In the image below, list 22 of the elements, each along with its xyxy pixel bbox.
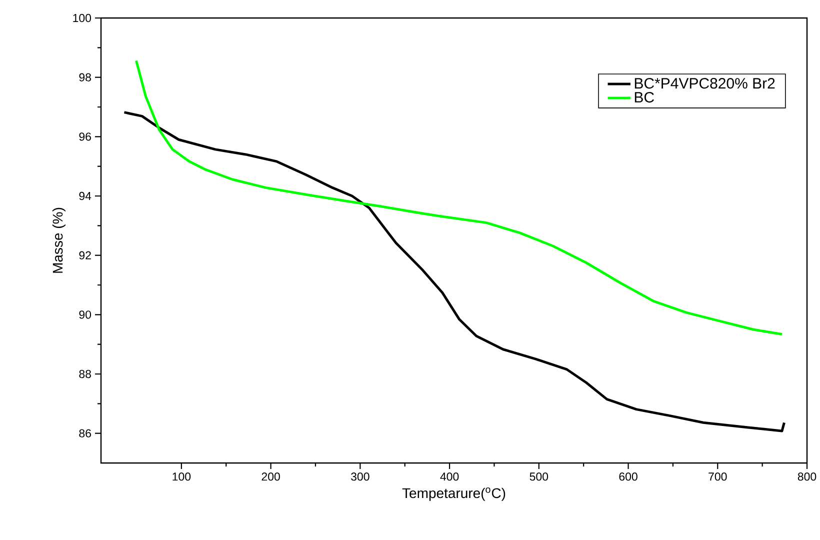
x-tick-label: 200: [262, 472, 280, 481]
y-tick-label: 90: [79, 310, 92, 319]
x-tick-label: 500: [530, 472, 548, 481]
x-tick-label: 400: [440, 472, 459, 481]
y-tick-label: 88: [79, 370, 91, 378]
legend-label: BC*P4VPC820% Br2: [634, 78, 775, 89]
x-tick-label: 100: [172, 472, 191, 481]
y-tick-label: 98: [79, 73, 91, 82]
x-tick-label: 300: [351, 472, 370, 481]
x-axis-title: Tempetarure($^{o}$C): [402, 488, 506, 501]
line-series: [122, 111, 786, 432]
x-tick-label: 600: [619, 472, 638, 481]
y-tick-label: 92: [79, 251, 91, 260]
y-tick-label: 94: [79, 192, 92, 200]
y-tick-label: 86: [79, 429, 91, 438]
y-tick-label: 96: [79, 132, 91, 141]
x-tick-label: 800: [798, 472, 816, 481]
y-tick-label: 100: [73, 14, 92, 22]
legend-label: BC: [634, 92, 654, 103]
x-tick-label: 700: [708, 472, 727, 481]
line-series: [134, 59, 784, 336]
y-axis-title: Masse (%): [52, 208, 66, 273]
